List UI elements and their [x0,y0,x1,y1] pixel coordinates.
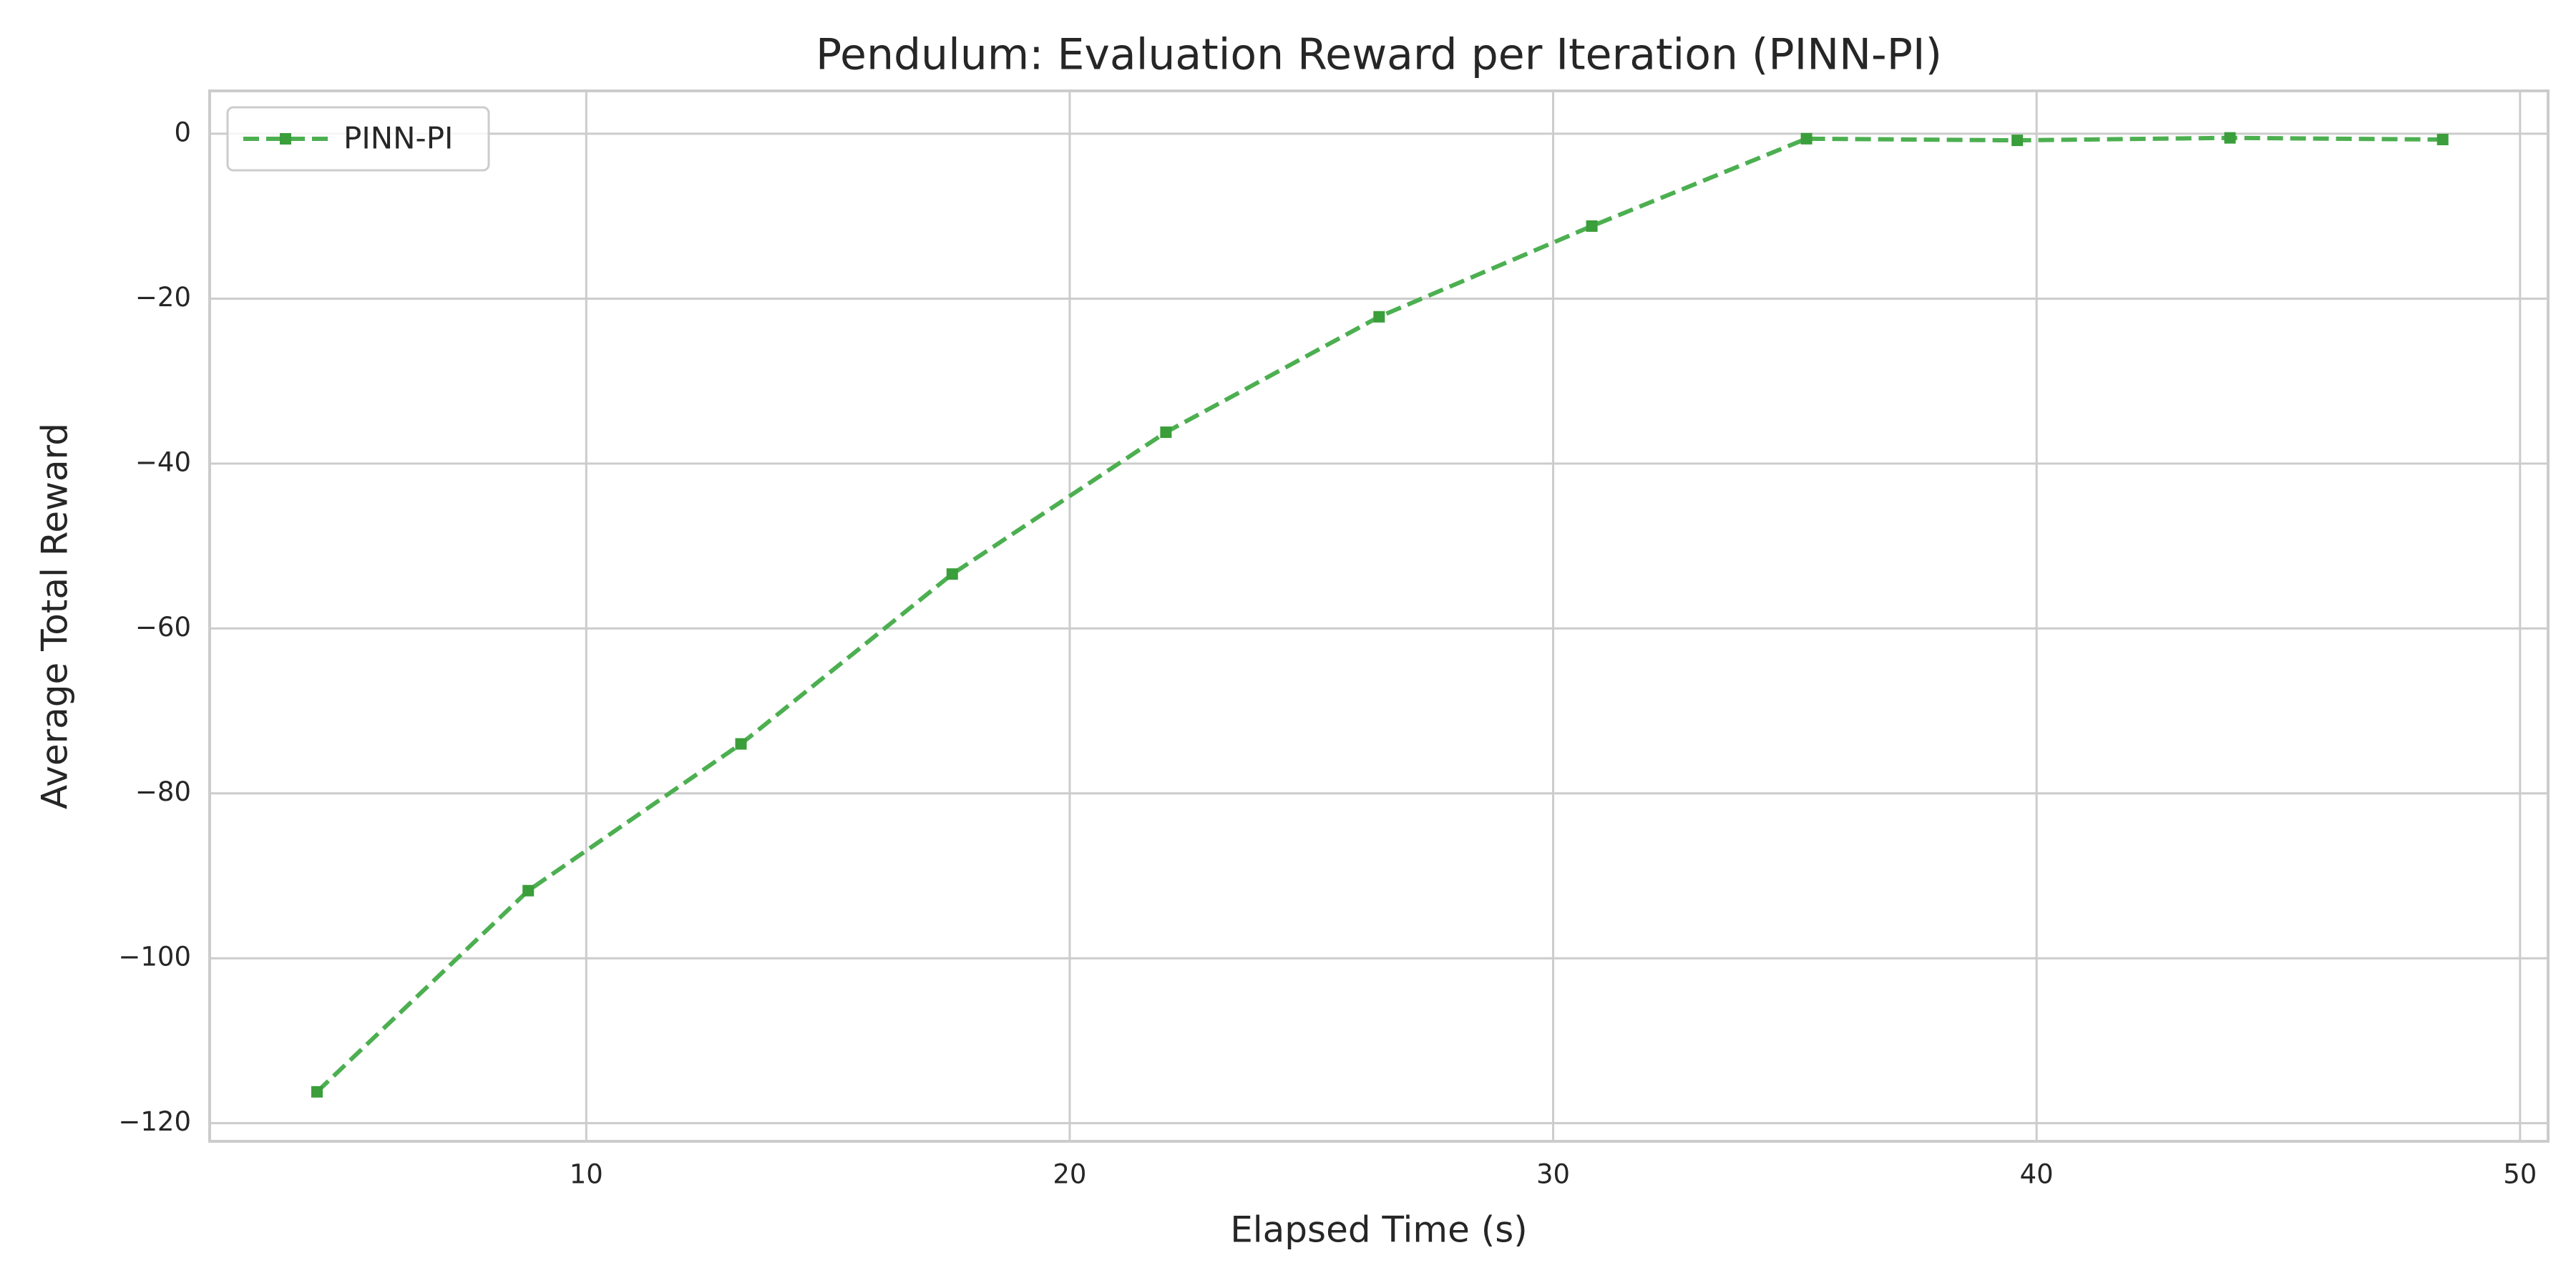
y-tick-label: −20 [135,282,191,313]
marker [1160,426,1172,439]
legend-marker [280,133,291,145]
y-tick-label: −60 [135,612,191,643]
y-tick-label: −100 [118,942,191,972]
x-tick-label: 50 [2503,1159,2537,1190]
legend-label: PINN-PI [343,121,453,156]
legend-box [226,106,490,172]
x-tick-label: 20 [1053,1159,1086,1190]
x-axis-label: Elapsed Time (s) [1230,1209,1528,1251]
marker [946,568,958,580]
marker [2224,132,2236,144]
y-tick-label: 0 [174,117,191,147]
marker [1373,311,1385,323]
marker [522,884,535,897]
chart-title: Pendulum: Evaluation Reward per Iteratio… [816,30,1942,80]
marker [311,1085,323,1098]
y-tick-label: −80 [135,776,191,807]
y-tick-label: −40 [135,447,191,477]
marker [1800,132,1813,145]
x-tick-label: 30 [1536,1159,1570,1190]
marker [735,738,747,750]
y-axis-label: Average Total Reward [34,423,76,809]
x-tick-label: 40 [2020,1159,2054,1190]
marker [2436,133,2449,145]
x-tick-label: 10 [570,1159,603,1190]
marker [2011,135,2024,147]
series-line [315,135,2443,1094]
marker [1586,220,1598,232]
y-tick-label: −120 [118,1106,191,1137]
plot-frame [208,89,2550,1143]
